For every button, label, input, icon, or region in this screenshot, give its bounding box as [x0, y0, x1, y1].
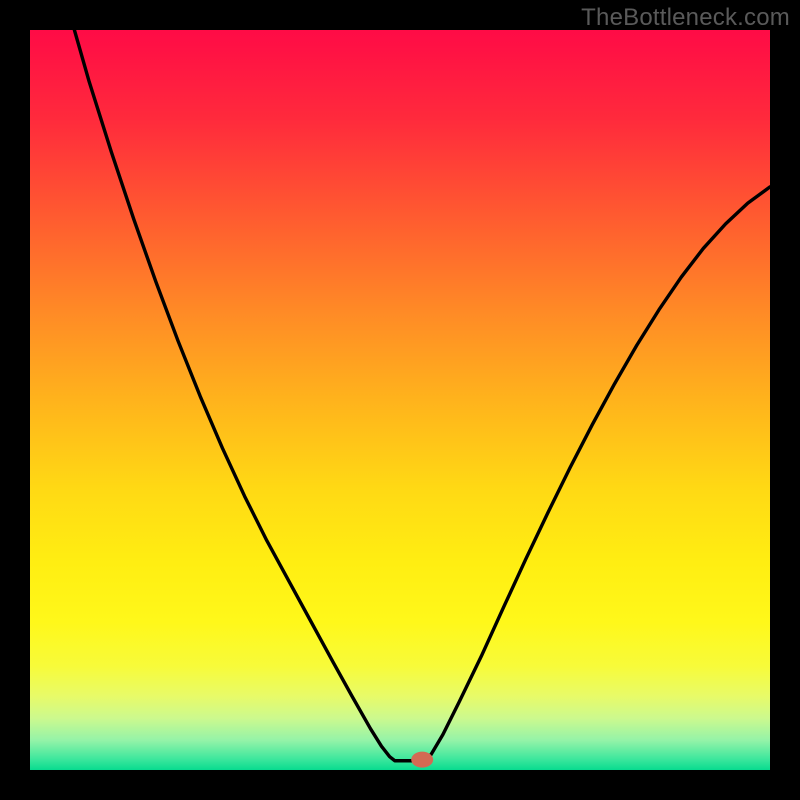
watermark-text: TheBottleneck.com: [581, 4, 790, 32]
min-marker: [411, 752, 433, 768]
gradient-background: [30, 30, 770, 770]
gradient-curve-chart: [0, 0, 800, 800]
chart-stage: TheBottleneck.com: [0, 0, 800, 800]
plot-area: [30, 30, 770, 770]
